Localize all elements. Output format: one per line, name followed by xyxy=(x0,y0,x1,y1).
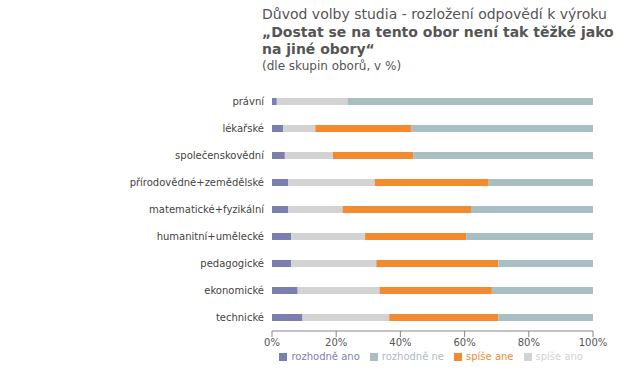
html-text:Důvod volby studia - rozložení: Důvod volby studia - rozložení odpovědí … xyxy=(262,6,607,22)
svg-text:ekonomické: ekonomické xyxy=(204,285,264,296)
svg-text:100%: 100% xyxy=(579,337,608,348)
svg-text:40%: 40% xyxy=(389,337,411,348)
html-text:spíše ano: spíše ano xyxy=(535,351,583,362)
svg-text:matematické+fyzikální: matematické+fyzikální xyxy=(149,204,265,215)
html-text:rozhodně ano: rozhodně ano xyxy=(291,351,360,362)
html-text:spíše ane: spíše ane xyxy=(466,351,514,362)
svg-text:80%: 80% xyxy=(518,337,540,348)
html-text:„Dostat se na tento obor není: „Dostat se na tento obor není tak těžké … xyxy=(262,23,614,57)
svg-text:pedagogické: pedagogické xyxy=(200,258,264,269)
html-text:rozhodně ne: rozhodně ne xyxy=(381,351,444,362)
svg-text:0%: 0% xyxy=(264,337,280,348)
svg-text:60%: 60% xyxy=(453,337,475,348)
svg-text:přírodovědné+zemědělské: přírodovědné+zemědělské xyxy=(130,177,264,188)
svg-text:20%: 20% xyxy=(325,337,347,348)
svg-text:lékařské: lékařské xyxy=(222,123,264,134)
svg-text:humanitní+umělecké: humanitní+umělecké xyxy=(157,231,264,242)
html-text:(dle skupin oborů, v %): (dle skupin oborů, v %) xyxy=(262,58,402,73)
svg-text:technické: technické xyxy=(216,312,264,323)
svg-text:právní: právní xyxy=(232,96,265,107)
svg-text:společenskovědní: společenskovědní xyxy=(175,150,265,161)
